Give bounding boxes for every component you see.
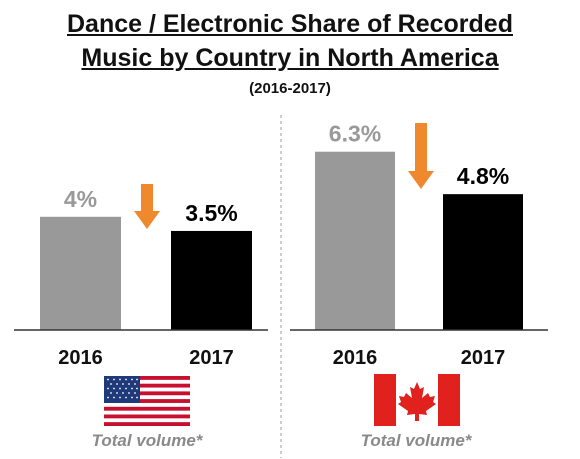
footnote-us: Total volume* — [91, 431, 203, 450]
category-tick-label: 2017 — [461, 347, 506, 369]
down-arrow-icon — [408, 123, 434, 189]
bar-value-label: 6.3% — [329, 121, 381, 147]
chart-subtitle: (2016-2017) — [249, 80, 331, 97]
bar-2016 — [315, 151, 395, 330]
footnote-canada: Total volume* — [360, 431, 472, 450]
category-tick-label: 2016 — [58, 347, 103, 369]
bar-value-label: 4% — [64, 186, 97, 212]
category-tick-label: 2016 — [333, 347, 378, 369]
us-flag-icon — [104, 376, 190, 426]
canada-flag-icon — [374, 374, 460, 426]
chart-title-line-1: Dance / Electronic Share of Recorded — [67, 10, 513, 38]
category-tick-label: 2017 — [189, 347, 234, 369]
bar-2017 — [171, 230, 252, 330]
bar-value-label: 4.8% — [457, 163, 509, 189]
bar-2016 — [40, 216, 121, 330]
chart-title-line-2: Music by Country in North America — [81, 44, 499, 72]
bar-value-label: 3.5% — [185, 200, 237, 226]
down-arrow-icon — [134, 184, 160, 229]
bar-2017 — [443, 194, 523, 330]
